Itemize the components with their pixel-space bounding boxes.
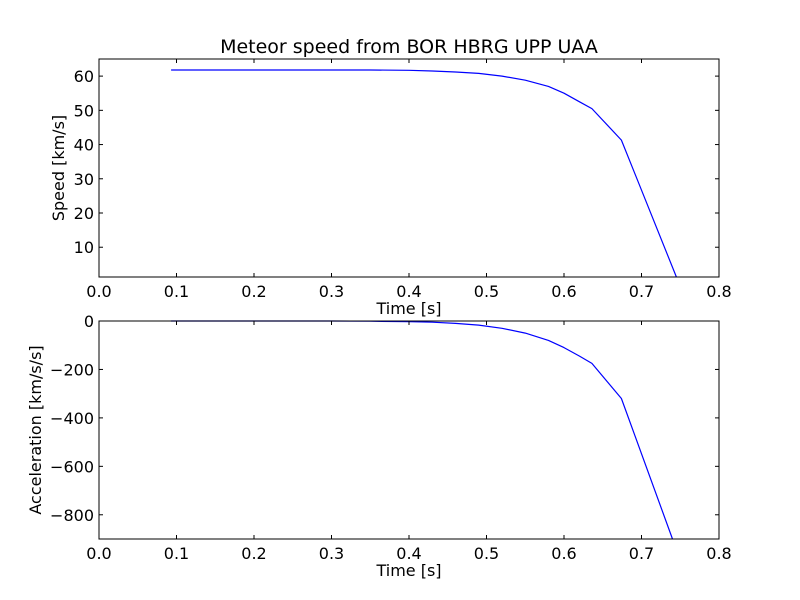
x-tick-label: 0.4 xyxy=(396,282,421,301)
x-tick-label: 0.3 xyxy=(319,544,344,563)
speed-chart: Meteor speed from BOR HBRG UPP UAA 0.0 0.… xyxy=(49,36,732,318)
x-tick-label: 0.0 xyxy=(86,282,111,301)
acceleration-x-axis-label: Time [s] xyxy=(375,561,441,580)
x-tick-label: 0.5 xyxy=(474,544,499,563)
x-tick-label: 0.4 xyxy=(396,544,421,563)
x-tick-label: 0.6 xyxy=(551,282,576,301)
x-tick-label: 0.5 xyxy=(474,282,499,301)
acceleration-chart: 0.0 0.1 0.2 0.3 0.4 0.5 0.6 0.7 0.8 0 −200 −400 −600… xyxy=(26,312,732,580)
series-line xyxy=(171,69,677,278)
y-tick-label: −800 xyxy=(50,506,94,525)
y-tick-label: −600 xyxy=(50,457,94,476)
speed-series-layer xyxy=(171,69,677,278)
x-tick-label: 0.8 xyxy=(706,282,731,301)
y-tick-label: 50 xyxy=(74,101,94,120)
x-tick-label: 0.6 xyxy=(551,544,576,563)
x-tick-label: 0.1 xyxy=(164,544,189,563)
y-tick-label: 60 xyxy=(74,67,94,86)
x-tick-label: 0.1 xyxy=(164,282,189,301)
x-tick-label: 0.3 xyxy=(319,282,344,301)
speed-plot-frame xyxy=(98,58,720,278)
x-tick-label: 0.7 xyxy=(629,282,654,301)
y-tick-label: 10 xyxy=(74,238,94,257)
speed-tick-layer: 0.0 0.1 0.2 0.3 0.4 0.5 0.6 0.7 0.8 10 20 30 40 50 60 xyxy=(74,59,732,301)
y-tick-label: 40 xyxy=(74,136,94,155)
y-tick-label: 20 xyxy=(74,204,94,223)
y-tick-label: −400 xyxy=(50,409,94,428)
y-tick-label: 0 xyxy=(84,312,94,331)
acceleration-tick-layer: 0.0 0.1 0.2 0.3 0.4 0.5 0.6 0.7 0.8 0 −200 −400 −600… xyxy=(50,312,732,563)
speed-chart-title: Meteor speed from BOR HBRG UPP UAA xyxy=(220,36,598,58)
speed-x-axis-label: Time [s] xyxy=(375,299,441,318)
x-tick-label: 0.8 xyxy=(706,544,731,563)
y-tick-label: 30 xyxy=(74,170,94,189)
x-tick-label: 0.2 xyxy=(241,544,266,563)
acceleration-y-axis-label: Acceleration [km/s/s] xyxy=(26,345,45,514)
y-tick-label: −200 xyxy=(50,360,94,379)
x-tick-label: 0.2 xyxy=(241,282,266,301)
x-tick-label: 0.7 xyxy=(629,544,654,563)
x-tick-label: 0.0 xyxy=(86,544,111,563)
acceleration-plot-frame xyxy=(98,320,720,540)
speed-y-axis-label: Speed [km/s] xyxy=(49,115,68,221)
